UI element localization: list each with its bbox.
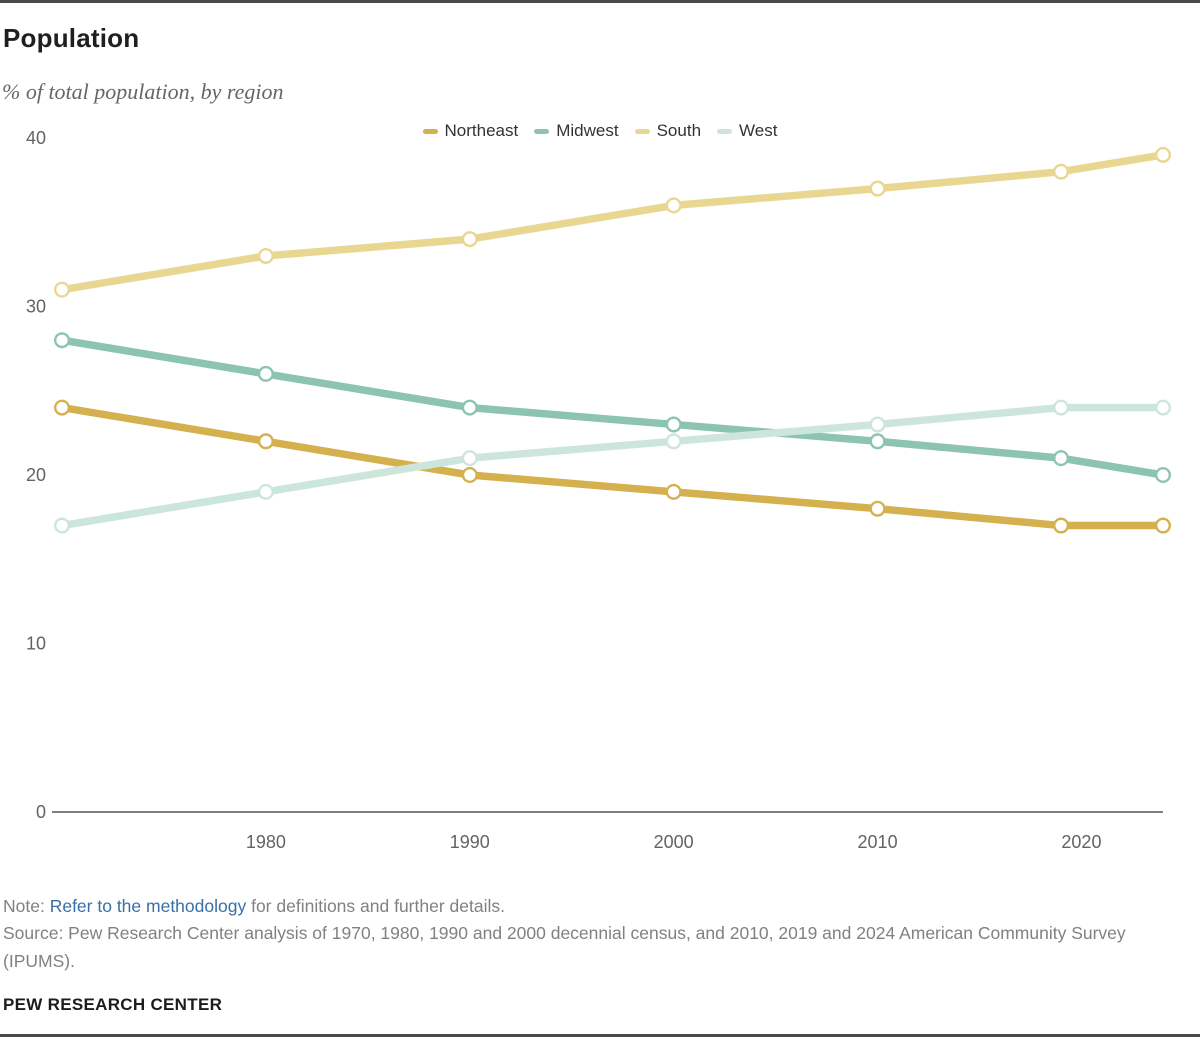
page-title: Population xyxy=(3,23,140,53)
point-west-2024 xyxy=(1154,399,1171,416)
legend-item-midwest: Midwest xyxy=(534,121,619,141)
legend-item-south: South xyxy=(634,121,702,141)
y-axis-tick-label-40: 40 xyxy=(26,128,46,148)
point-south-2000 xyxy=(665,197,682,214)
line-northeast xyxy=(58,403,1167,530)
point-west-1980 xyxy=(257,483,274,500)
line-south xyxy=(58,151,1167,294)
x-axis-tick-label-2020: 2020 xyxy=(1061,832,1101,852)
x-axis-tick-label-1990: 1990 xyxy=(450,832,490,852)
point-west-1970 xyxy=(54,517,71,534)
legend-item-west: West xyxy=(717,121,777,141)
source-text: Source: Pew Research Center analysis of … xyxy=(3,923,1126,971)
legend-label: South xyxy=(656,121,702,140)
point-northeast-2024 xyxy=(1154,517,1171,534)
point-northeast-1990 xyxy=(461,467,478,484)
point-west-2019 xyxy=(1053,399,1070,416)
point-south-2010 xyxy=(869,180,886,197)
point-northeast-2019 xyxy=(1053,517,1070,534)
point-west-1990 xyxy=(461,450,478,467)
x-axis-tick-label-2000: 2000 xyxy=(654,832,694,852)
point-south-1970 xyxy=(54,281,71,298)
point-midwest-2000 xyxy=(665,416,682,433)
point-midwest-1980 xyxy=(257,365,274,382)
chart-subtitle: % of total population, by region xyxy=(2,79,284,104)
y-axis-tick-label-0: 0 xyxy=(36,802,46,822)
chart-legend: Northeast Midwest South West xyxy=(0,121,1200,141)
x-axis-tick-label-1980: 1980 xyxy=(246,832,286,852)
point-northeast-1980 xyxy=(257,433,274,450)
legend-swatch-west xyxy=(717,128,733,134)
point-midwest-1990 xyxy=(461,399,478,416)
point-south-1990 xyxy=(461,231,478,248)
x-axis-tick-label-2010: 2010 xyxy=(858,832,898,852)
pew-research-center-wordmark: PEW RESEARCH CENTER xyxy=(3,995,223,1014)
legend-label: Northeast xyxy=(444,121,519,140)
note-text: Note: Refer to the methodology for defin… xyxy=(3,892,505,920)
point-northeast-2000 xyxy=(665,483,682,500)
y-axis-tick-label-30: 30 xyxy=(26,297,46,317)
point-northeast-1970 xyxy=(54,399,71,416)
legend-swatch-south xyxy=(634,128,650,134)
point-west-2000 xyxy=(665,433,682,450)
line-west xyxy=(58,403,1167,530)
point-west-2010 xyxy=(869,416,886,433)
bottom-border xyxy=(0,1034,1200,1037)
y-axis-tick-label-10: 10 xyxy=(26,634,46,654)
legend-item-northeast: Northeast xyxy=(422,121,519,141)
point-midwest-1970 xyxy=(54,332,71,349)
legend-swatch-midwest xyxy=(534,128,550,134)
legend-label: West xyxy=(739,121,778,140)
point-northeast-2010 xyxy=(869,500,886,517)
point-south-2019 xyxy=(1053,163,1070,180)
line-midwest xyxy=(58,336,1167,479)
point-midwest-2024 xyxy=(1154,467,1171,484)
methodology-link[interactable]: Refer to the methodology xyxy=(49,896,247,916)
note-suffix: for definitions and further details. xyxy=(246,896,505,916)
top-border xyxy=(0,0,1200,3)
point-south-2024 xyxy=(1154,146,1171,163)
point-south-1980 xyxy=(257,247,274,264)
point-midwest-2010 xyxy=(869,433,886,450)
point-midwest-2019 xyxy=(1053,450,1070,467)
note-prefix: Note: xyxy=(3,896,50,916)
legend-label: Midwest xyxy=(556,121,619,140)
y-axis-tick-label-20: 20 xyxy=(26,465,46,485)
legend-swatch-northeast xyxy=(422,128,438,134)
